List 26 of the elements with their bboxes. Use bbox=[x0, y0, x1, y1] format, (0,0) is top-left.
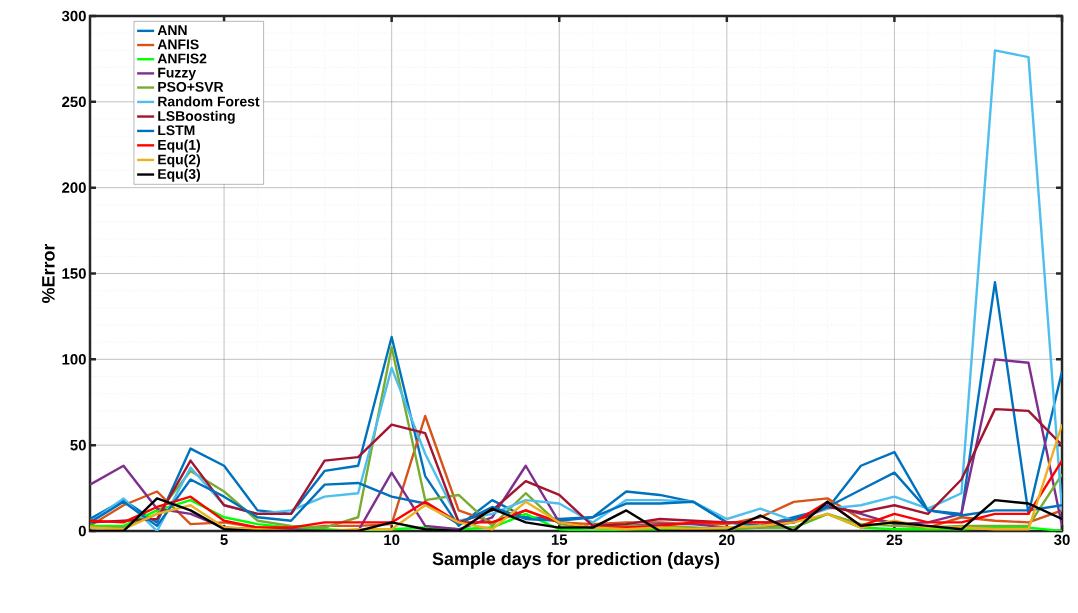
y-tick-label: 300 bbox=[61, 10, 86, 22]
legend-label: ANFIS bbox=[157, 39, 199, 50]
y-tick-label: 200 bbox=[62, 182, 86, 193]
legend-label: Equ(3) bbox=[158, 168, 201, 182]
y-axis-title: %Error bbox=[42, 243, 55, 303]
legend-label: LSTM bbox=[158, 125, 195, 136]
y-tick-label: 50 bbox=[70, 439, 86, 451]
legend-label: Random Forest bbox=[158, 96, 260, 107]
legend-label: ANFIS2 bbox=[157, 53, 207, 64]
legend-label: LSBoosting bbox=[158, 110, 235, 124]
x-tick-label: 25 bbox=[886, 534, 903, 546]
y-tick-label: 250 bbox=[62, 96, 86, 108]
x-axis-title: Sample days for prediction (days) bbox=[432, 551, 720, 569]
x-tick-label: 5 bbox=[220, 534, 228, 545]
legend-label: ANN bbox=[157, 25, 187, 35]
y-tick-label: 0 bbox=[78, 525, 86, 537]
legend-label: Equ(1) bbox=[158, 139, 201, 153]
legend-label: PSO+SVR bbox=[158, 81, 224, 92]
x-tick-label: 30 bbox=[1054, 534, 1070, 546]
y-tick-label: 100 bbox=[62, 354, 86, 365]
x-tick-label: 15 bbox=[551, 534, 568, 545]
x-tick-label: 20 bbox=[719, 534, 735, 546]
y-tick-label: 150 bbox=[62, 268, 86, 279]
x-tick-label: 10 bbox=[384, 534, 400, 546]
legend-label: Fuzzy bbox=[158, 67, 196, 81]
legend-label: Equ(2) bbox=[158, 154, 201, 168]
